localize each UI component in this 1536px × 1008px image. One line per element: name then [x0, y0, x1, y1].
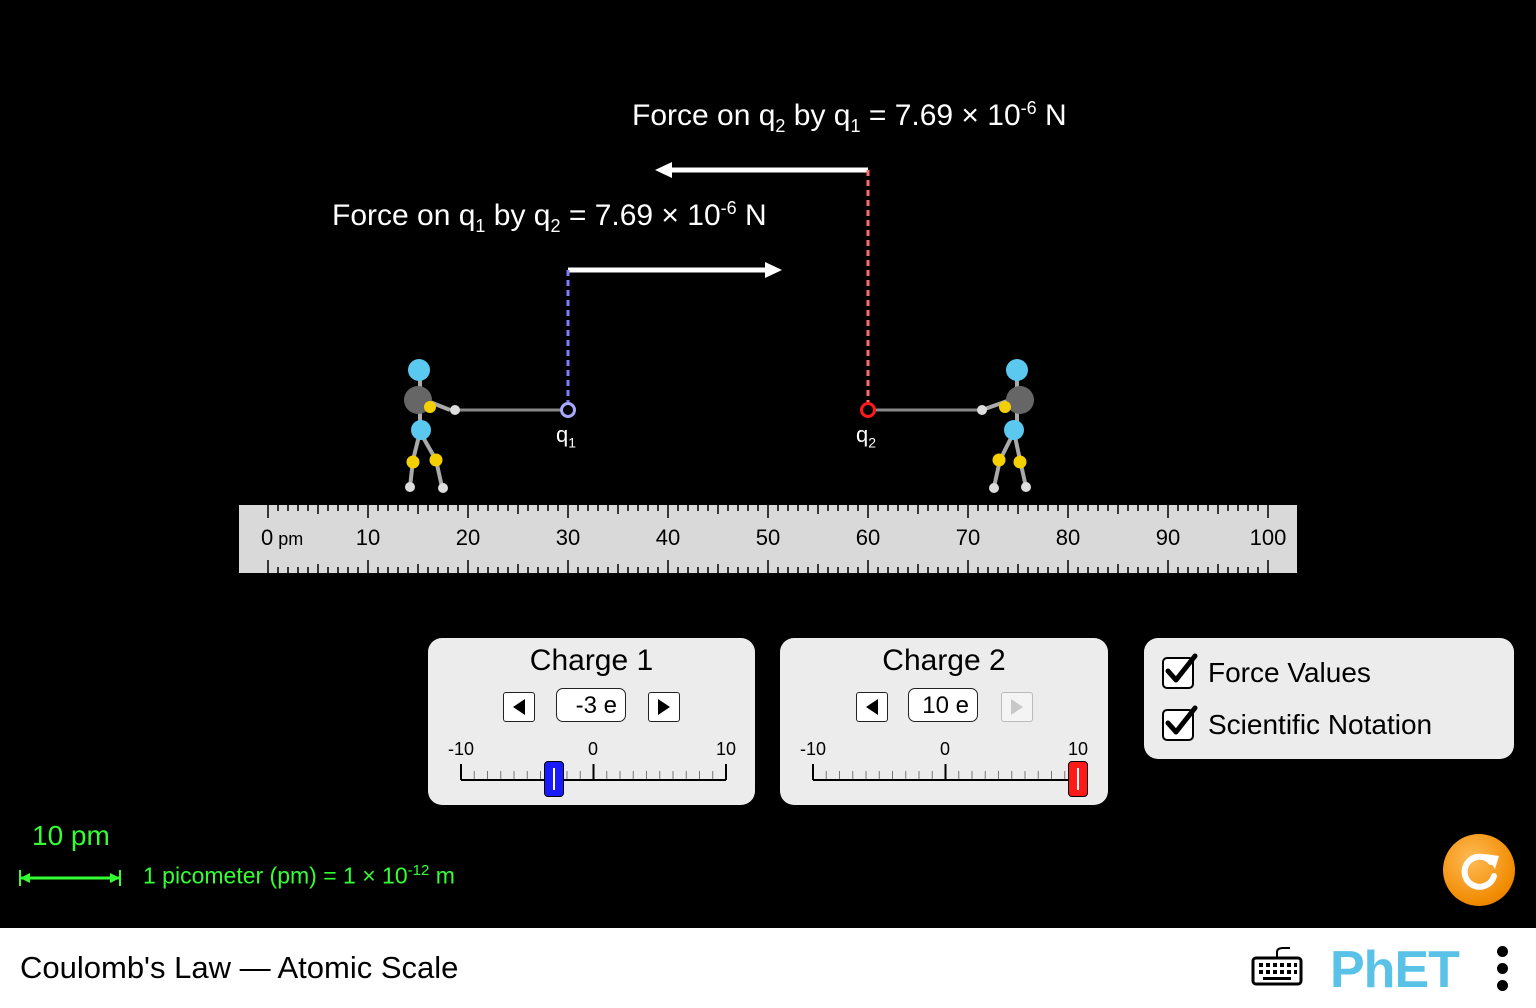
menu-icon[interactable]	[1494, 946, 1510, 994]
charge2-decrement-button[interactable]	[856, 692, 888, 722]
ruler-tick-label: 0 pm	[261, 525, 304, 550]
charge2-control-panel: Charge 2 10 e -10 0 10	[780, 638, 1108, 805]
charge1-value-display: -3 e	[556, 688, 626, 722]
charge1-slider-track[interactable]	[461, 779, 726, 781]
charge1-slider-ticks	[460, 764, 727, 780]
ruler-tick-label: 20	[455, 525, 481, 550]
ruler-tick-label: 80	[1055, 525, 1081, 550]
force-values-option[interactable]: Force Values	[1162, 653, 1371, 691]
charge1-title: Charge 1	[529, 644, 654, 677]
checkmark-icon	[1165, 653, 1198, 683]
options-panel: Force Values Scientific Notation	[1144, 638, 1514, 759]
force-arrow-q1-head	[765, 262, 782, 278]
picometer-note: 1 picometer (pm) = 1 × 10-12 m	[143, 862, 455, 889]
reset-all-button[interactable]	[1443, 834, 1515, 906]
ruler-tick-label: 10	[355, 525, 381, 550]
force-label-q1: Force on q1 by q2 = 7.69 × 10-6 N	[332, 198, 767, 236]
q2-label: q2	[856, 422, 877, 451]
charge1-max-label: 10	[715, 739, 737, 759]
ruler[interactable]: 0 pm 10 20 30 40 50 60 70 80 90 100	[239, 505, 1297, 573]
scientific-notation-label: Scientific Notation	[1208, 709, 1433, 740]
charge2-zero-label: 0	[939, 739, 951, 759]
simulation-area: Force on q2 by q1 = 7.69 × 10-6 N Force …	[19, 98, 1515, 906]
right-arrow-icon	[1011, 699, 1023, 715]
force-diagram	[19, 162, 1034, 886]
ruler-tick-label: 70	[955, 525, 981, 550]
force-values-label: Force Values	[1208, 657, 1371, 688]
force-label-q2: Force on q2 by q1 = 7.69 × 10-6 N	[632, 98, 1067, 136]
ruler-tick-label: 60	[855, 525, 881, 550]
charge2-slider-thumb[interactable]	[1068, 761, 1088, 797]
ruler-tick-label: 100	[1249, 525, 1287, 550]
ruler-unit-label: pm	[273, 529, 304, 549]
reset-icon	[1461, 853, 1499, 890]
ruler-tick-label: 50	[755, 525, 781, 550]
force-arrow-q2-head	[655, 162, 672, 178]
charge2-increment-button[interactable]	[1001, 692, 1033, 722]
checkmark-icon	[1165, 705, 1198, 735]
charge2-min-label: -10	[799, 739, 827, 759]
charge-q1[interactable]	[560, 402, 576, 418]
charge2-slider-track[interactable]	[813, 779, 1078, 781]
charge1-decrement-button[interactable]	[503, 692, 535, 722]
scale-bar	[19, 870, 121, 886]
ruler-tick-label: 40	[655, 525, 681, 550]
charge2-title: Charge 2	[882, 644, 1006, 677]
q1-label: q1	[556, 422, 577, 451]
navigation-bar: Coulomb's Law — Atomic Scale PhET	[0, 928, 1536, 1008]
charge1-slider-thumb[interactable]	[543, 761, 564, 797]
charge1-min-label: -10	[447, 739, 475, 759]
left-puller-figure	[404, 359, 460, 493]
phet-logo[interactable]: PhET	[1330, 941, 1460, 999]
charge2-value-display: 10 e	[908, 688, 978, 722]
left-arrow-icon	[513, 699, 525, 715]
charge2-max-label: 10	[1067, 739, 1089, 759]
charge2-slider-ticks	[812, 764, 1079, 780]
charge-q2[interactable]	[860, 402, 876, 418]
right-puller-figure	[977, 359, 1034, 493]
ruler-tick-label: 30	[555, 525, 581, 550]
scientific-notation-option[interactable]: Scientific Notation	[1162, 705, 1433, 743]
app-title: Coulomb's Law — Atomic Scale	[20, 950, 459, 985]
left-arrow-icon	[866, 699, 878, 715]
ruler-ticks	[267, 505, 1269, 573]
scale-bar-label: 10 pm	[32, 820, 110, 851]
keyboard-icon[interactable]	[1250, 946, 1306, 988]
charge1-control-panel: Charge 1 -3 e -10 0 10	[428, 638, 755, 805]
scientific-notation-checkbox[interactable]	[1162, 705, 1198, 741]
force-values-checkbox[interactable]	[1162, 653, 1198, 689]
charge1-zero-label: 0	[587, 739, 599, 759]
charge1-increment-button[interactable]	[648, 692, 680, 722]
right-arrow-icon	[658, 699, 670, 715]
ruler-tick-label: 90	[1155, 525, 1181, 550]
